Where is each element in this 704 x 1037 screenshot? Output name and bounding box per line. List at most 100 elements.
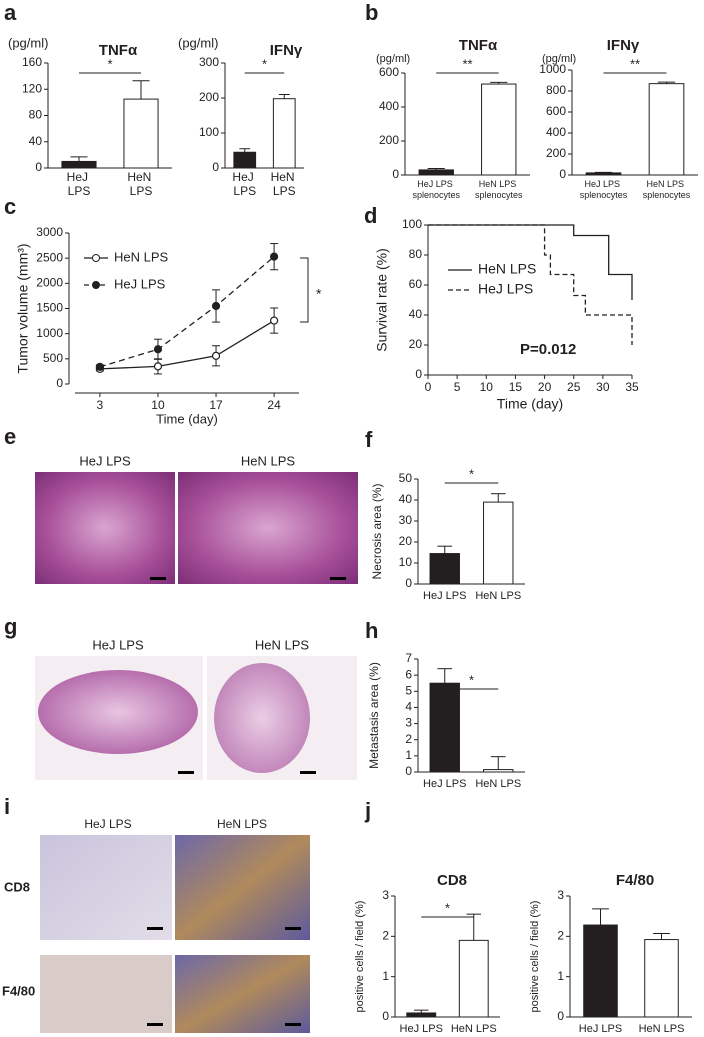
y-tick-label: 200: [199, 90, 219, 104]
significance-bracket: [300, 257, 309, 323]
survival-curve: [428, 224, 633, 300]
label-line: HeN LPS: [646, 179, 686, 189]
label-line: splenocytes: [475, 190, 523, 200]
x-tick-label: HeJ LPS: [67, 170, 92, 198]
significance-label: **: [630, 56, 640, 71]
y-tick-label: 0: [35, 160, 42, 174]
y-tick-label: 3: [557, 888, 564, 902]
y-tick-label: 80: [409, 247, 423, 261]
histology-image: [175, 955, 310, 1033]
significance-label: *: [469, 466, 474, 481]
label-line: HeN: [271, 170, 298, 184]
row-label: F4/80: [2, 983, 35, 998]
y-tick-label: 0: [559, 167, 566, 181]
y-tick-label: 200: [379, 133, 399, 147]
survival-curve: [428, 224, 633, 345]
bar: [583, 924, 618, 1018]
y-tick-label: 2500: [36, 250, 63, 264]
y-tick-label: 40: [399, 492, 413, 506]
y-tick-label: 1: [405, 748, 412, 762]
y-tick-label: 0: [56, 376, 63, 390]
y-tick-label: 500: [43, 351, 63, 365]
y-tick-label: 3000: [36, 225, 63, 239]
y-tick-label: 1000: [539, 62, 566, 76]
y-tick-label: 30: [399, 513, 413, 527]
x-tick-label: HeJ LPS: [579, 1023, 622, 1035]
chart-title: IFNγ: [607, 37, 640, 54]
histology-tissue: [38, 670, 198, 754]
y-axis-label: positive cells / field (%): [354, 901, 366, 1013]
x-tick-label: HeN LPS: [475, 778, 521, 790]
x-tick-label: 30: [596, 380, 610, 394]
y-tick-label: 1: [557, 969, 564, 983]
bar: [429, 553, 460, 585]
histology-images: [35, 472, 358, 1033]
y-tick-label: 400: [546, 125, 566, 139]
y-axis-label: Necrosis area (%): [370, 483, 384, 579]
x-tick-label: HeN LPS splenocytes: [643, 179, 691, 200]
histology-tissue: [214, 663, 310, 773]
bar: [648, 83, 685, 176]
y-tick-label: 1: [382, 969, 389, 983]
image-caption: HeN LPS: [217, 817, 267, 831]
label-line: HeJ LPS: [584, 179, 622, 189]
y-tick-label: 2000: [36, 276, 63, 290]
unit-label: (pg/ml): [8, 35, 48, 50]
y-tick-label: 100: [402, 217, 422, 231]
panel-label: f: [365, 427, 373, 452]
legend-label: HeN LPS: [478, 261, 536, 277]
x-tick-label: HeN LPS: [475, 590, 521, 602]
y-tick-label: 120: [22, 81, 42, 95]
y-tick-label: 400: [379, 99, 399, 113]
x-tick-label: HeJ LPS: [423, 590, 466, 602]
x-tick-label: 15: [509, 380, 523, 394]
y-tick-label: 4: [405, 700, 412, 714]
y-tick-label: 600: [546, 104, 566, 118]
x-tick-label: HeN LPS: [639, 1023, 685, 1035]
y-tick-label: 600: [379, 65, 399, 79]
scale-bar: [285, 927, 301, 930]
label-line: HeJ LPS: [417, 179, 455, 189]
legend-label: HeN LPS: [114, 249, 169, 264]
bar: [644, 939, 679, 1018]
panel-label: d: [364, 203, 377, 228]
x-tick-label: HeJ LPS: [232, 170, 257, 198]
image-caption: HeJ LPS: [92, 637, 144, 652]
y-tick-label: 10: [399, 555, 413, 569]
y-tick-label: 100: [199, 125, 219, 139]
x-tick-label: 17: [209, 398, 223, 412]
label-line: HeJ: [67, 170, 92, 184]
y-tick-label: 160: [22, 55, 42, 69]
legend-marker: [92, 281, 100, 289]
bar: [123, 98, 159, 169]
point: [153, 345, 163, 354]
significance-label: *: [469, 672, 474, 687]
x-tick-label: 25: [567, 380, 581, 394]
x-tick-label: HeN LPS: [127, 170, 154, 198]
bar: [585, 172, 622, 176]
panel-label: e: [4, 424, 16, 449]
point: [153, 362, 163, 371]
x-axis-label: Time (day): [156, 411, 218, 426]
y-tick-label: 2: [557, 929, 564, 943]
histology-image: [35, 472, 175, 584]
histology-image: [178, 472, 358, 584]
y-tick-label: 0: [405, 764, 412, 778]
bar: [233, 151, 257, 169]
scale-bar: [330, 577, 346, 580]
bar: [429, 682, 460, 773]
y-tick-label: 7: [405, 651, 412, 665]
x-tick-label: HeJ LPS splenocytes: [412, 179, 460, 200]
y-tick-label: 300: [199, 55, 219, 69]
x-tick-label: HeN LPS splenocytes: [475, 179, 523, 200]
significance-label: *: [445, 900, 450, 915]
y-tick-label: 0: [415, 367, 422, 381]
scale-bar: [150, 577, 166, 580]
panel-label: c: [4, 194, 16, 219]
panel-label: h: [365, 618, 378, 643]
y-tick-label: 2: [382, 929, 389, 943]
bar: [483, 769, 514, 773]
legend-marker: [92, 254, 100, 262]
image-caption: HeN LPS: [255, 637, 310, 652]
